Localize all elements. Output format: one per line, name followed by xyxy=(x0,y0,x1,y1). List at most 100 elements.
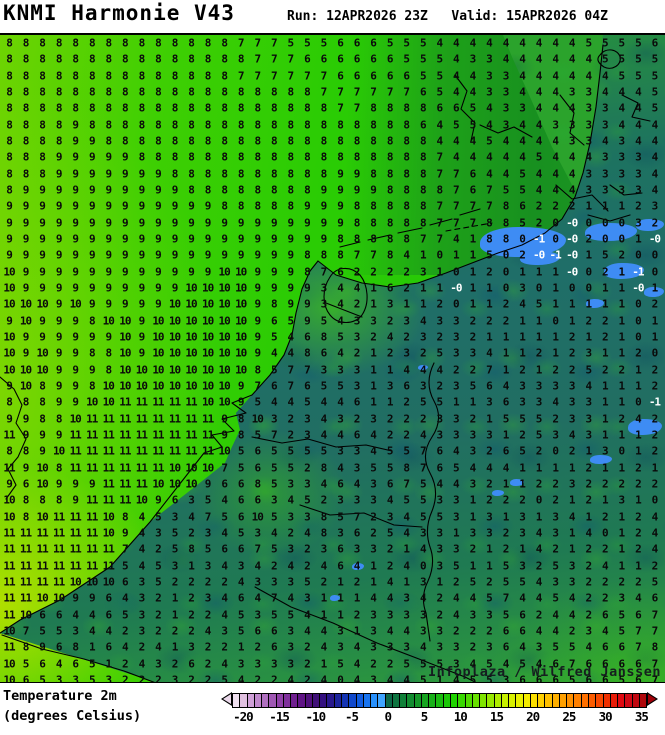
temperature-value: 9 xyxy=(39,248,46,262)
temperature-value: 4 xyxy=(403,363,410,377)
temperature-value: 8 xyxy=(88,69,96,83)
temperature-value: 4 xyxy=(287,330,295,344)
temperature-value: 8 xyxy=(39,85,46,99)
temperature-value: 5 xyxy=(419,493,427,507)
temperature-value: 1 xyxy=(535,314,543,328)
temperature-value: 4 xyxy=(486,36,493,50)
temperature-value: 8 xyxy=(204,167,212,181)
temperature-value: 1 xyxy=(535,265,543,279)
temperature-value: 6 xyxy=(419,118,427,132)
temperature-value: -0 xyxy=(632,281,644,295)
colorbar-cell xyxy=(479,694,487,707)
temperature-value: 4 xyxy=(502,134,510,148)
temperature-value: 3 xyxy=(469,444,477,458)
temperature-value: 8 xyxy=(304,134,311,148)
temperature-value: 4 xyxy=(535,36,543,50)
temperature-value: 11 xyxy=(69,461,82,475)
coastline-west-belgium xyxy=(0,260,319,634)
temperature-value: 11 xyxy=(69,428,82,442)
temperature-value: 10 xyxy=(102,575,115,589)
watermark: Infoplaza / Wilfred Janssen xyxy=(428,664,661,680)
temperature-value: 10 xyxy=(19,608,32,622)
temperature-value: 4 xyxy=(585,526,592,540)
temperature-value: 4 xyxy=(486,118,493,132)
temperature-value: 5 xyxy=(502,608,510,622)
temperature-value: 10 xyxy=(19,379,32,393)
temperature-value: 9 xyxy=(138,297,146,311)
temperature-value: 6 xyxy=(436,444,443,458)
temperature-value: 10 xyxy=(168,314,181,328)
temperature-value: 6 xyxy=(453,101,460,115)
temperature-value: 3 xyxy=(304,412,311,426)
temperature-value: 10 xyxy=(36,510,48,524)
temperature-value: 9 xyxy=(72,314,79,328)
temperature-value: 1 xyxy=(585,444,592,458)
temperature-value: 7 xyxy=(270,36,278,50)
temperature-value: 8 xyxy=(386,232,394,246)
temperature-value: 3 xyxy=(403,591,410,605)
cold-patch xyxy=(520,251,560,265)
temperature-value: 3 xyxy=(287,640,295,654)
temperature-value: 10 xyxy=(235,281,247,295)
temperature-value: 10 xyxy=(185,297,197,311)
temperature-value: 3 xyxy=(486,395,493,409)
temperature-value: 3 xyxy=(72,624,79,638)
temperature-value: 9 xyxy=(105,281,112,295)
temperature-value: 3 xyxy=(171,510,179,524)
temperature-value: 11 xyxy=(53,542,65,556)
temperature-value: 3 xyxy=(221,624,228,638)
temperature-value: 4 xyxy=(436,36,443,50)
temperature-value: 9 xyxy=(287,232,295,246)
temperature-value: 6 xyxy=(337,542,344,556)
temperature-value: 7 xyxy=(502,591,510,605)
temperature-value: 3 xyxy=(337,493,344,507)
temperature-value: 2 xyxy=(469,624,477,638)
temperature-value: 3 xyxy=(386,640,394,654)
temperature-value: 6 xyxy=(370,52,377,66)
temperature-value: 7 xyxy=(320,69,328,83)
temperature-value: 2 xyxy=(171,575,179,589)
temperature-value: 6 xyxy=(635,673,642,683)
temperature-value: 4 xyxy=(320,477,328,491)
temperature-value: 2 xyxy=(287,526,295,540)
temperature-value: 9 xyxy=(254,314,261,328)
temperature-value: 8 xyxy=(105,36,112,50)
temperature-value: 7 xyxy=(436,216,443,230)
temperature-value: 5 xyxy=(535,428,543,442)
temperature-value: 5 xyxy=(403,444,410,458)
temperature-value: 8 xyxy=(502,199,510,213)
temperature-value: 11 xyxy=(119,412,131,426)
temperature-value: 4 xyxy=(320,395,328,409)
temperature-value: 9 xyxy=(188,232,195,246)
temperature-value: 3 xyxy=(535,640,543,654)
temperature-value: 10 xyxy=(235,314,247,328)
temperature-value: 6 xyxy=(304,379,311,393)
temperature-value: 2 xyxy=(601,363,609,377)
temperature-value: 4 xyxy=(519,640,526,654)
temperature-value: 2 xyxy=(585,314,592,328)
temperature-value: 8 xyxy=(122,101,129,115)
temperature-value: 1 xyxy=(436,673,443,683)
temperature-value: 6 xyxy=(72,657,79,671)
temperature-value: 4 xyxy=(585,640,592,654)
temperature-value: 8 xyxy=(287,150,295,164)
temperature-value: 9 xyxy=(204,216,212,230)
temperature-value: 2 xyxy=(618,412,626,426)
temperature-value: 8 xyxy=(419,150,427,164)
temperature-value: 1 xyxy=(171,640,179,654)
temperature-value: 8 xyxy=(436,183,443,197)
temperature-value: 3 xyxy=(419,608,427,622)
temperature-value: 8 xyxy=(386,167,394,181)
temperature-value: 11 xyxy=(86,444,98,458)
temperature-value: 4 xyxy=(535,657,543,671)
temperature-value: 3 xyxy=(270,657,278,671)
temperature-value: 7 xyxy=(270,428,278,442)
temperature-value: 2 xyxy=(568,363,576,377)
temperature-value: 5 xyxy=(122,608,129,622)
border-belgium-germany xyxy=(254,586,477,682)
temperature-value: 8 xyxy=(386,101,394,115)
temperature-value: 0 xyxy=(585,281,592,295)
temperature-value: 11 xyxy=(36,526,48,540)
temperature-value: 2 xyxy=(585,232,592,246)
temperature-value: 8 xyxy=(204,69,212,83)
